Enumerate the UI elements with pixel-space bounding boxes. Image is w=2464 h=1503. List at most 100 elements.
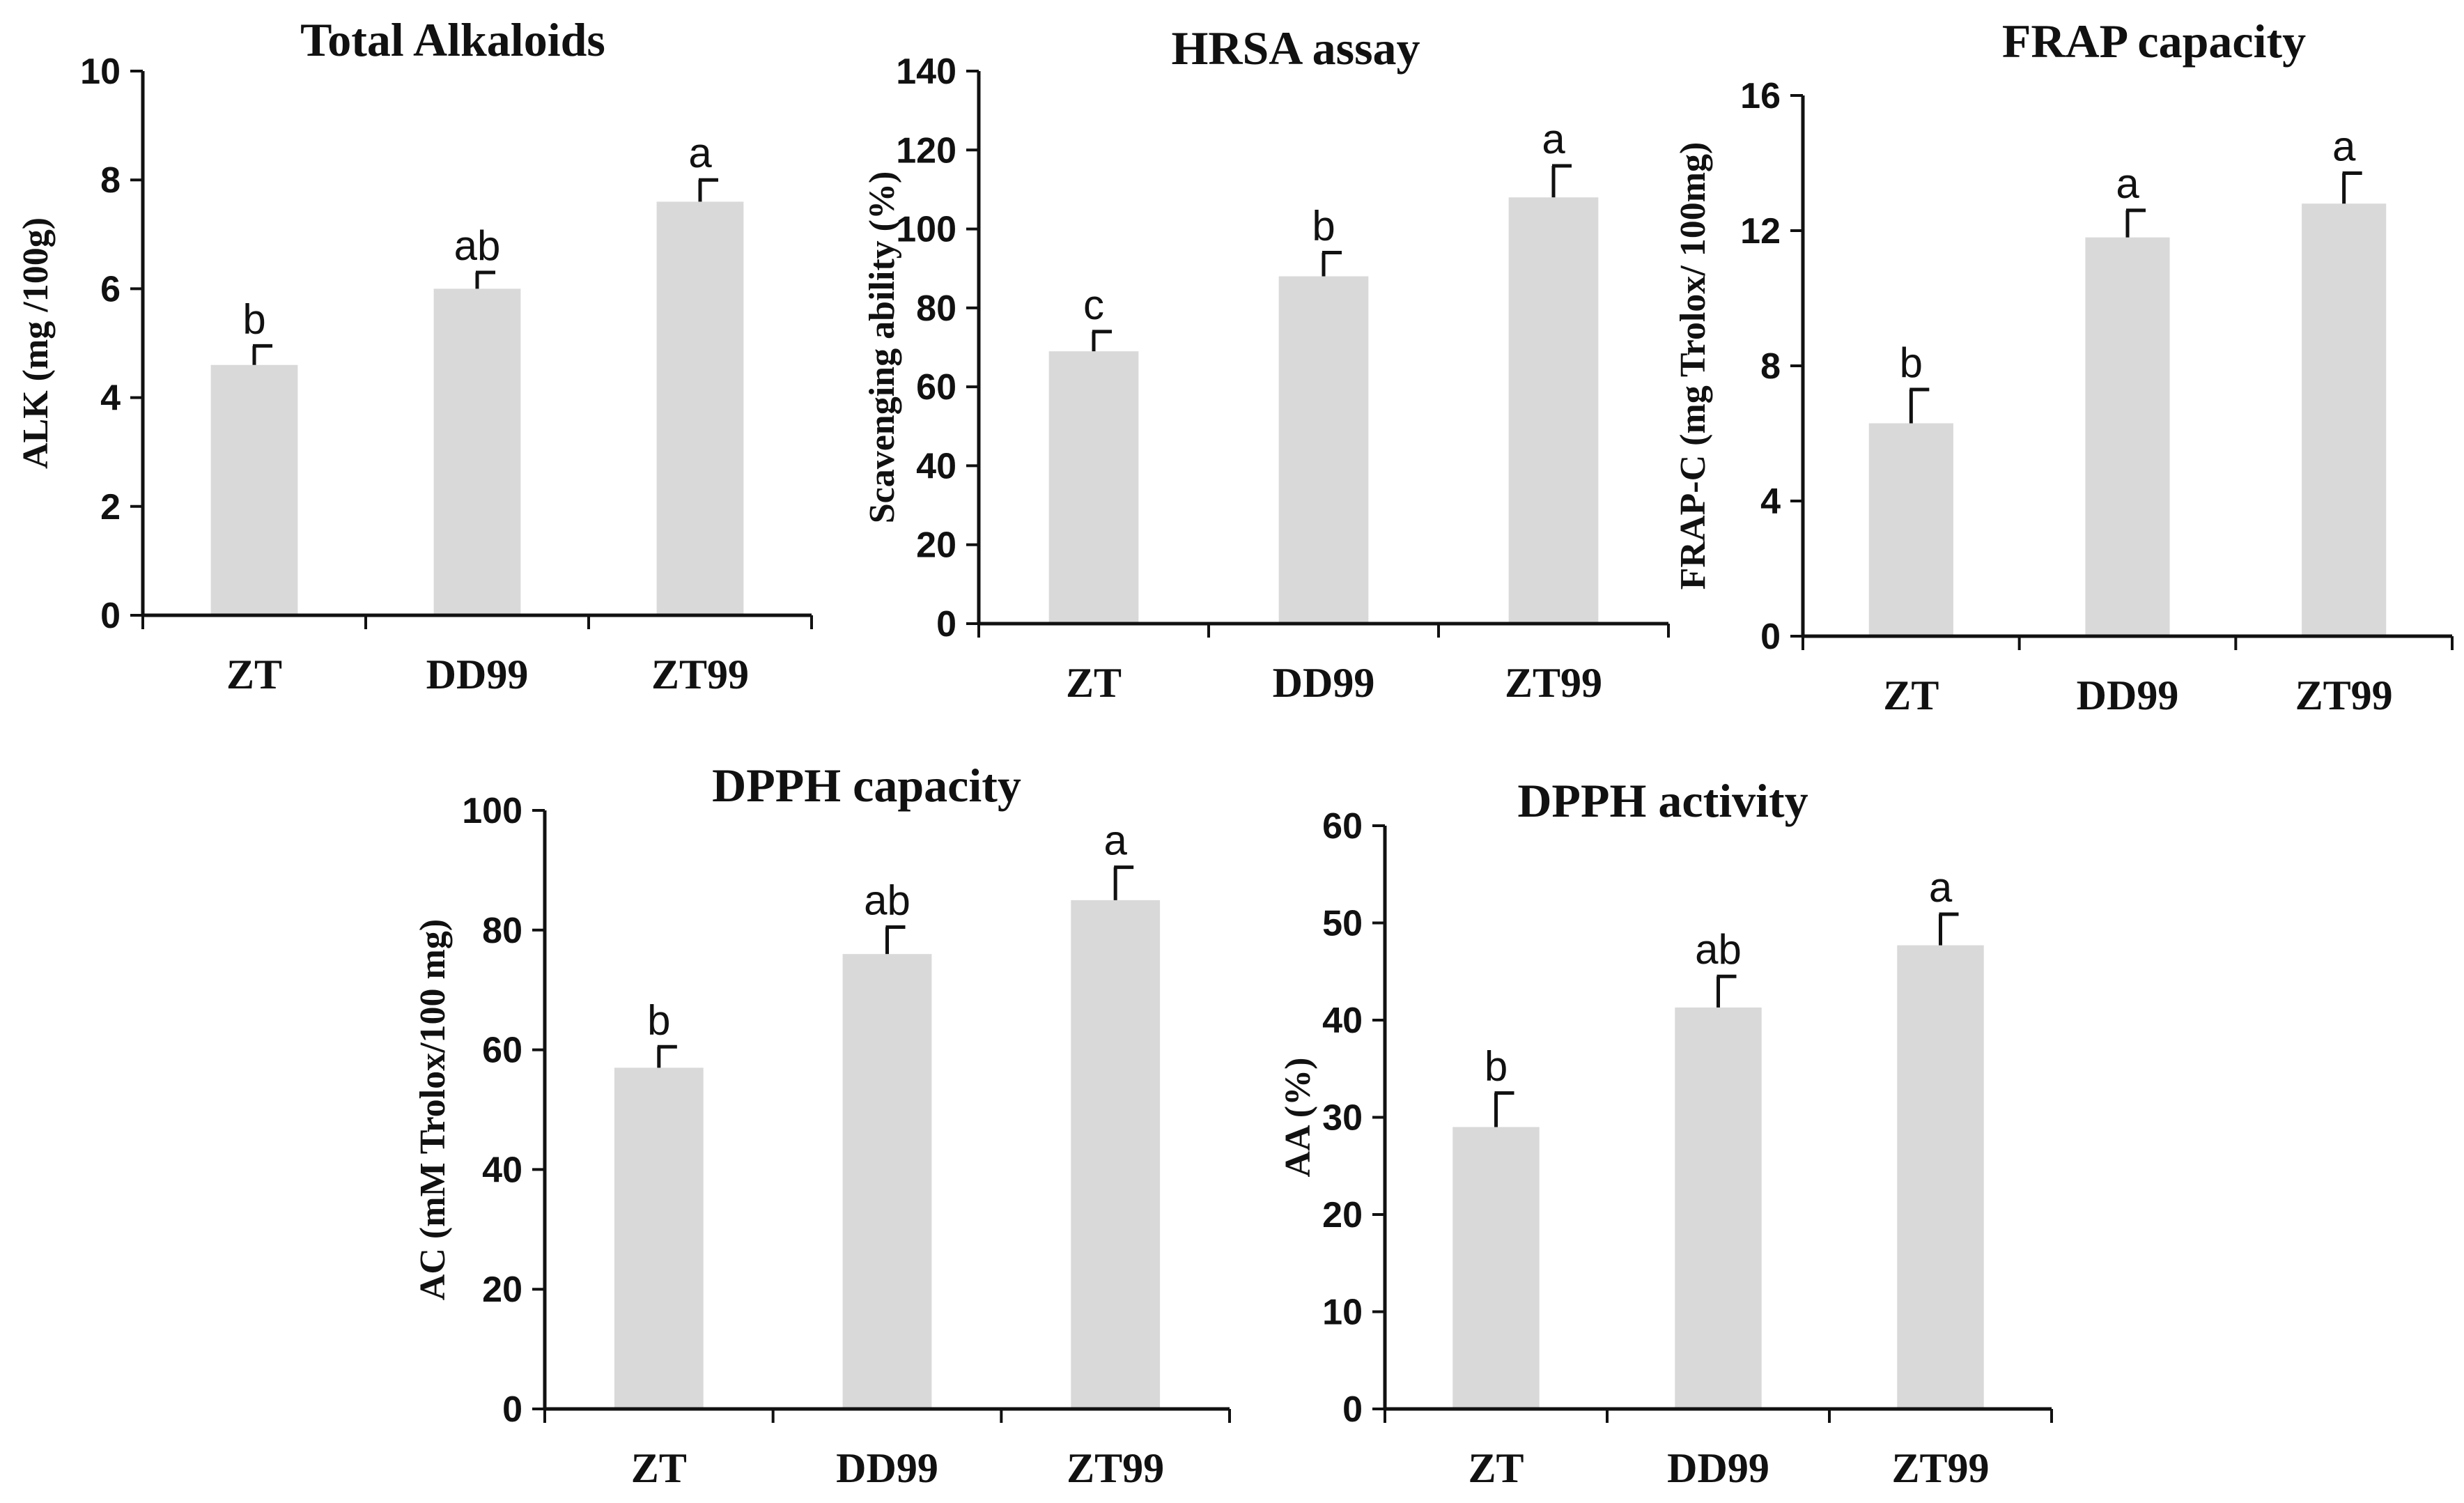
chart-title: Total Alkaloids <box>300 13 605 66</box>
y-tick-label: 12 <box>1740 211 1781 252</box>
bar-zt99 <box>1071 900 1161 1409</box>
bar-zt99 <box>2302 203 2387 636</box>
y-tick-label: 4 <box>1760 481 1781 522</box>
chart-frap-capacity: FRAP capacity FRAP-C (mg Trolox/ 100mg) b Z… <box>1673 15 2454 718</box>
error-bar-zt99 <box>698 178 718 202</box>
y-tick-label: 10 <box>1322 1293 1363 1333</box>
x-tick-label-zt99: ZT99 <box>2295 672 2393 718</box>
error-bar-zt99 <box>1551 164 1572 198</box>
y-tick-label: 80 <box>482 911 522 951</box>
y-tick-label: 8 <box>1760 346 1781 387</box>
bar-zt99 <box>1508 197 1599 624</box>
x-tick-label-zt99: ZT99 <box>1505 660 1602 706</box>
error-bar-zt <box>252 344 272 365</box>
bar-zt99 <box>1897 945 1984 1409</box>
significance-letter: b <box>1485 1043 1508 1090</box>
bar-zt <box>1048 351 1139 624</box>
chart-dpph-activity: DPPH activity AA (%) b ZT ab DD99 a ZT99 0 10 20 30… <box>1278 774 2053 1491</box>
y-tick-label: 6 <box>100 269 121 309</box>
y-tick-label: 2 <box>100 487 121 527</box>
bar-zt <box>1452 1127 1540 1409</box>
error-bar-dd99 <box>2125 208 2146 238</box>
x-tick-label-zt: ZT <box>1066 660 1122 706</box>
error-bar-dd99 <box>885 925 906 955</box>
x-tick-label-zt: ZT <box>1883 672 1939 718</box>
chart-hrsa-assay: HRSA assay Scavenging ability (%) c ZT b DD99… <box>862 22 1670 706</box>
x-tick-label-zt: ZT <box>631 1445 687 1491</box>
y-tick-label: 0 <box>100 596 121 636</box>
y-tick-label: 0 <box>1342 1389 1363 1430</box>
y-tick-label: 4 <box>100 378 121 419</box>
y-tick-label: 100 <box>896 210 956 250</box>
chart-dpph-capacity: DPPH capacity AC (mM Trolox/100 mg) b ZT ab D… <box>413 759 1231 1491</box>
y-tick-label: 120 <box>896 130 956 171</box>
bar-zt <box>210 364 298 615</box>
y-tick-label: 0 <box>1760 617 1781 657</box>
significance-letter: a <box>1103 817 1127 864</box>
error-bar-zt <box>1092 330 1112 352</box>
y-tick-label: 100 <box>462 791 522 831</box>
y-tick-label: 80 <box>916 288 956 329</box>
x-tick-label-zt99: ZT99 <box>1891 1445 1989 1491</box>
y-tick-label: 60 <box>916 367 956 408</box>
bar-dd99 <box>433 288 521 615</box>
x-tick-label-dd99: DD99 <box>836 1445 938 1491</box>
bar-dd99 <box>2085 237 2170 636</box>
y-tick-label: 40 <box>482 1150 522 1190</box>
error-bar-zt <box>1909 387 1930 424</box>
bar-zt <box>1868 423 1953 636</box>
y-tick-label: 60 <box>482 1031 522 1071</box>
x-tick-label-zt99: ZT99 <box>1067 1445 1164 1491</box>
chart-title: DPPH activity <box>1517 774 1808 827</box>
error-bar-zt <box>657 1045 677 1068</box>
significance-letter: b <box>1900 339 1923 386</box>
x-tick-label-dd99: DD99 <box>426 652 529 697</box>
error-bar-zt99 <box>1939 912 1959 946</box>
y-tick-label: 0 <box>936 604 956 645</box>
significance-letter: b <box>242 295 265 342</box>
error-bar-dd99 <box>1322 251 1342 277</box>
y-tick-label: 8 <box>100 160 121 201</box>
x-tick-label-dd99: DD99 <box>1667 1445 1769 1491</box>
y-tick-label: 20 <box>482 1270 522 1310</box>
bar-zt99 <box>656 201 744 615</box>
y-axis-label: FRAP-C (mg Trolox/ 100mg) <box>1673 142 1713 590</box>
significance-letter: ab <box>864 877 911 924</box>
significance-letter: b <box>647 996 670 1043</box>
bar-dd99 <box>1675 1007 1762 1409</box>
error-bar-zt <box>1494 1091 1514 1127</box>
chart-total-alkaloids: Total Alkaloids ALK (mg /100g) b ZT ab DD99 a Z… <box>16 13 813 697</box>
significance-letter: a <box>1929 864 1953 911</box>
y-tick-label: 50 <box>1322 904 1363 944</box>
y-axis-label: Scavenging ability (%) <box>862 171 902 524</box>
y-tick-label: 10 <box>80 52 121 92</box>
significance-letter: a <box>1542 116 1565 162</box>
chart-title: HRSA assay <box>1171 22 1420 75</box>
x-tick-label-dd99: DD99 <box>2077 672 2179 718</box>
significance-letter: b <box>1312 203 1335 249</box>
chart-title: DPPH capacity <box>712 759 1021 812</box>
y-tick-label: 40 <box>916 446 956 486</box>
x-tick-label-zt: ZT <box>226 652 282 697</box>
x-tick-label-dd99: DD99 <box>1273 660 1375 706</box>
y-axis-label: ALK (mg /100g) <box>16 217 56 469</box>
significance-letter: ab <box>454 222 501 269</box>
y-axis-label: AA (%) <box>1278 1058 1318 1178</box>
error-bar-dd99 <box>475 270 495 289</box>
y-tick-label: 0 <box>502 1389 522 1430</box>
y-tick-label: 30 <box>1322 1098 1363 1139</box>
significance-letter: a <box>688 130 712 176</box>
y-axis-label: AC (mM Trolox/100 mg) <box>413 919 453 1300</box>
y-tick-label: 60 <box>1322 806 1363 847</box>
error-bar-zt99 <box>2342 171 2362 204</box>
y-tick-label: 40 <box>1322 1001 1363 1041</box>
y-tick-label: 16 <box>1740 76 1781 116</box>
x-tick-label-zt: ZT <box>1468 1445 1524 1491</box>
bar-zt <box>614 1067 704 1409</box>
significance-letter: c <box>1083 282 1104 328</box>
bar-dd99 <box>1278 276 1369 624</box>
significance-letter: a <box>2332 123 2356 170</box>
significance-letter: a <box>2116 160 2139 207</box>
y-tick-label: 20 <box>916 525 956 566</box>
